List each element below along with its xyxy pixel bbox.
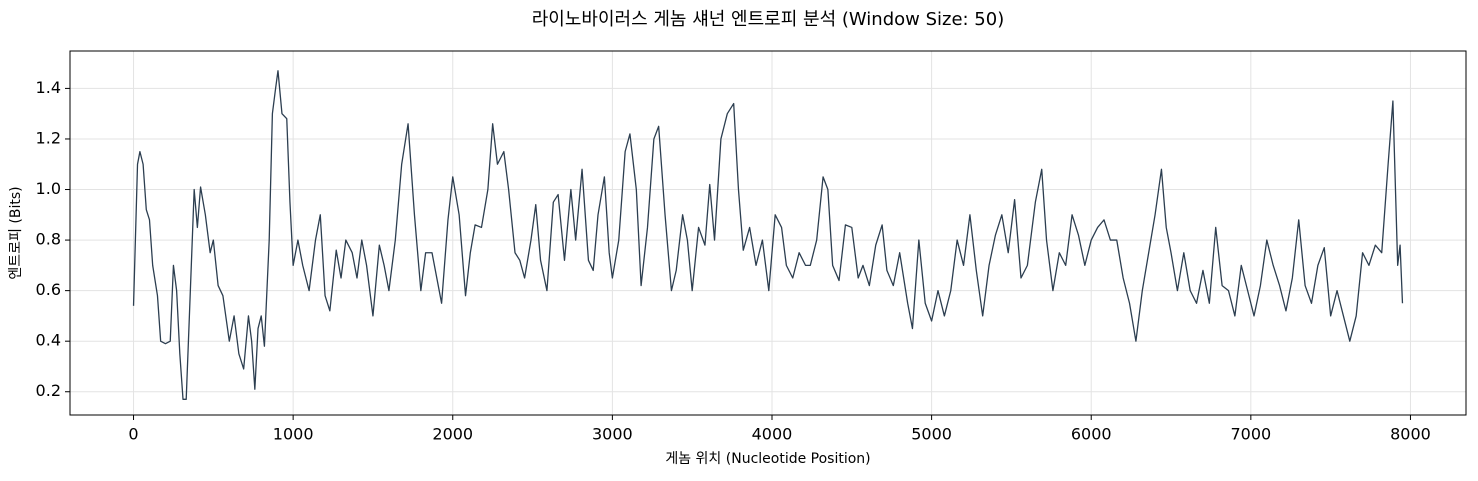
y-tick-label: 1.0 — [36, 179, 61, 198]
chart-title: 라이노바이러스 게놈 섀넌 엔트로피 분석 (Window Size: 50) — [532, 9, 1005, 30]
x-tick-label: 1000 — [273, 425, 314, 444]
y-tick-label: 0.4 — [36, 331, 61, 350]
x-tick-label: 3000 — [592, 425, 633, 444]
x-tick-label: 5000 — [911, 425, 952, 444]
y-tick-label: 1.2 — [36, 128, 61, 147]
x-tick-label: 6000 — [1071, 425, 1112, 444]
y-tick-label: 0.6 — [36, 280, 61, 299]
y-tick-label: 0.2 — [36, 381, 61, 400]
x-tick-label: 8000 — [1390, 425, 1431, 444]
x-tick-label: 7000 — [1230, 425, 1271, 444]
x-tick-label: 2000 — [432, 425, 473, 444]
entropy-line — [132, 70, 1404, 400]
y-tick-label: 1.4 — [36, 78, 61, 97]
x-tick-label: 0 — [128, 425, 138, 444]
y-tick-label: 0.8 — [36, 230, 61, 249]
y-axis-label: 엔트로피 (Bits) — [8, 186, 24, 279]
x-tick-label: 4000 — [752, 425, 793, 444]
plot-frame — [69, 50, 1467, 416]
x-axis-label: 게놈 위치 (Nucleotide Position) — [665, 451, 870, 467]
